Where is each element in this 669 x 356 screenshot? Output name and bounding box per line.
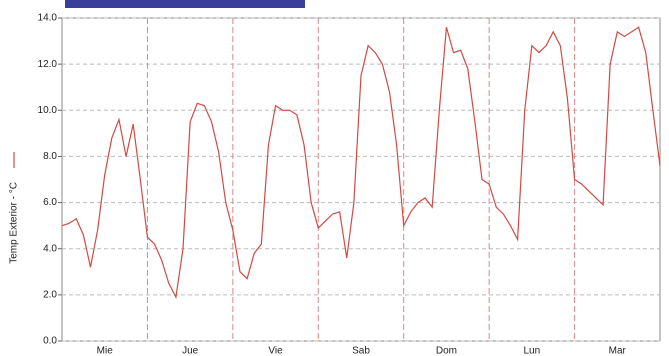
x-tick-label: Lun (524, 346, 541, 356)
y-tick-label: 4.0 (43, 243, 57, 254)
x-tick-label: Dom (436, 346, 457, 356)
y-tick-label: 10.0 (38, 105, 58, 116)
x-tick-label: Jue (182, 346, 199, 356)
plot-area (61, 17, 661, 342)
x-tick-label: Mar (609, 346, 627, 356)
header-bar (65, 0, 305, 8)
y-tick-label: 0.0 (43, 336, 57, 347)
y-tick-label: 8.0 (43, 151, 57, 162)
legend: Temp Exterior - °C (9, 152, 20, 264)
y-tick-label: 14.0 (38, 13, 58, 24)
x-tick-label: Vie (268, 346, 283, 356)
y-axis-label: Temp Exterior - °C (9, 182, 20, 264)
y-tick-label: 2.0 (43, 289, 57, 300)
x-tick-label: Sab (352, 346, 370, 356)
line (61, 26, 661, 300)
x-tick-label: Mie (97, 346, 114, 356)
y-tick-label: 12.0 (38, 59, 58, 70)
y-tick-label: 6.0 (43, 197, 57, 208)
